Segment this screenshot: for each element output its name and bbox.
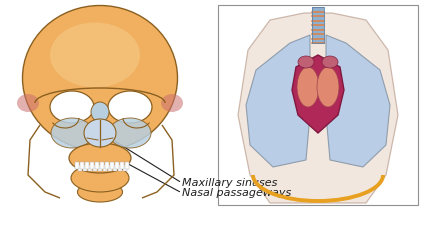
Ellipse shape — [84, 119, 116, 147]
Bar — [125, 162, 129, 169]
Ellipse shape — [161, 94, 183, 112]
Polygon shape — [326, 35, 390, 167]
Bar — [113, 165, 117, 171]
Bar — [103, 165, 107, 171]
Bar — [123, 165, 127, 171]
Bar — [80, 162, 84, 169]
Polygon shape — [292, 55, 344, 133]
Bar — [93, 165, 97, 171]
Ellipse shape — [91, 102, 109, 122]
Ellipse shape — [297, 67, 319, 107]
Polygon shape — [238, 13, 398, 203]
Bar — [105, 162, 109, 169]
Bar — [85, 162, 89, 169]
Bar — [218, 5, 418, 205]
Bar — [110, 162, 114, 169]
Ellipse shape — [109, 118, 151, 148]
Bar — [120, 162, 124, 169]
Ellipse shape — [69, 143, 131, 173]
Bar — [100, 162, 104, 169]
Ellipse shape — [322, 56, 338, 68]
Bar — [115, 162, 119, 169]
Polygon shape — [246, 35, 310, 167]
Text: Maxillary sinuses: Maxillary sinuses — [182, 178, 278, 188]
Bar — [78, 165, 82, 171]
Bar — [312, 7, 324, 43]
Bar — [95, 162, 99, 169]
Bar — [90, 162, 94, 169]
Ellipse shape — [50, 91, 94, 123]
Bar — [88, 165, 92, 171]
Bar — [83, 165, 87, 171]
Ellipse shape — [17, 94, 39, 112]
Text: Nasal passageways: Nasal passageways — [182, 188, 291, 198]
Ellipse shape — [298, 56, 314, 68]
Bar — [98, 165, 102, 171]
Bar — [118, 165, 122, 171]
Ellipse shape — [50, 23, 140, 88]
Ellipse shape — [77, 182, 122, 202]
Ellipse shape — [71, 164, 129, 192]
Bar — [75, 162, 79, 169]
Ellipse shape — [317, 67, 339, 107]
Ellipse shape — [51, 118, 93, 148]
Ellipse shape — [108, 91, 152, 123]
Ellipse shape — [23, 6, 178, 151]
Bar — [108, 165, 112, 171]
Bar — [312, 7, 324, 43]
